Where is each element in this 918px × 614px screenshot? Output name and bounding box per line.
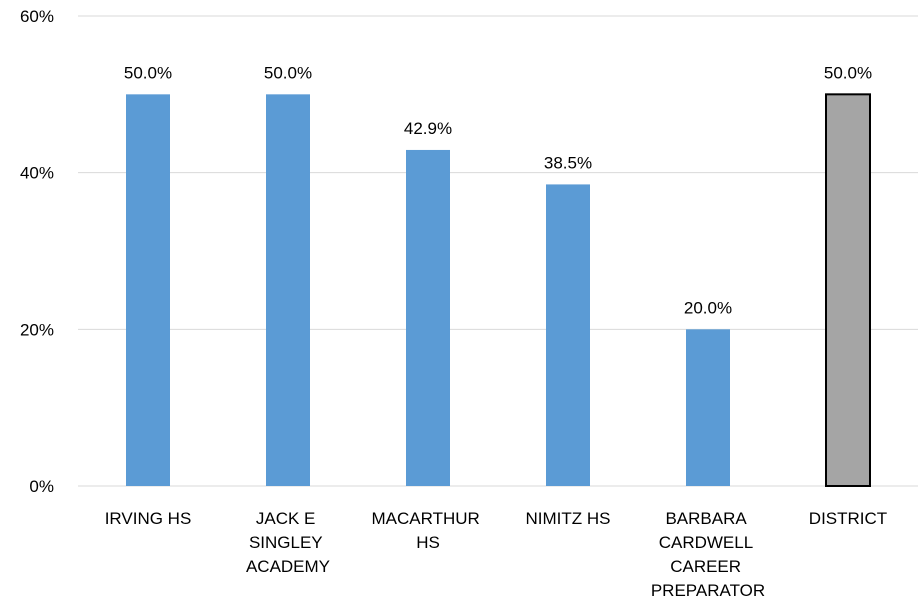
y-tick-label: 40% <box>20 164 54 183</box>
value-label: 50.0% <box>124 63 172 82</box>
bar <box>126 94 170 486</box>
value-label: 50.0% <box>824 63 872 82</box>
y-tick-label: 0% <box>29 477 54 496</box>
x-tick-label: NIMITZ HS <box>526 509 611 528</box>
bar <box>266 94 310 486</box>
bar <box>686 329 730 486</box>
x-tick-label: MACARTHUR HS <box>371 509 484 552</box>
value-label: 50.0% <box>264 63 312 82</box>
x-tick-label: IRVING HS <box>105 509 192 528</box>
y-tick-label: 60% <box>20 7 54 26</box>
bar <box>825 93 871 487</box>
value-label: 38.5% <box>544 153 592 172</box>
y-tick-label: 20% <box>20 320 54 339</box>
value-label: 42.9% <box>404 119 452 138</box>
value-label: 20.0% <box>684 298 732 317</box>
x-tick-label: BARBARA CARDWELL CAREER PREPARATOR <box>651 509 765 600</box>
x-tick-label: DISTRICT <box>809 509 887 528</box>
bar <box>406 149 450 486</box>
bar <box>546 184 590 486</box>
x-tick-label: JACK E SINGLEY ACADEMY <box>246 509 330 576</box>
